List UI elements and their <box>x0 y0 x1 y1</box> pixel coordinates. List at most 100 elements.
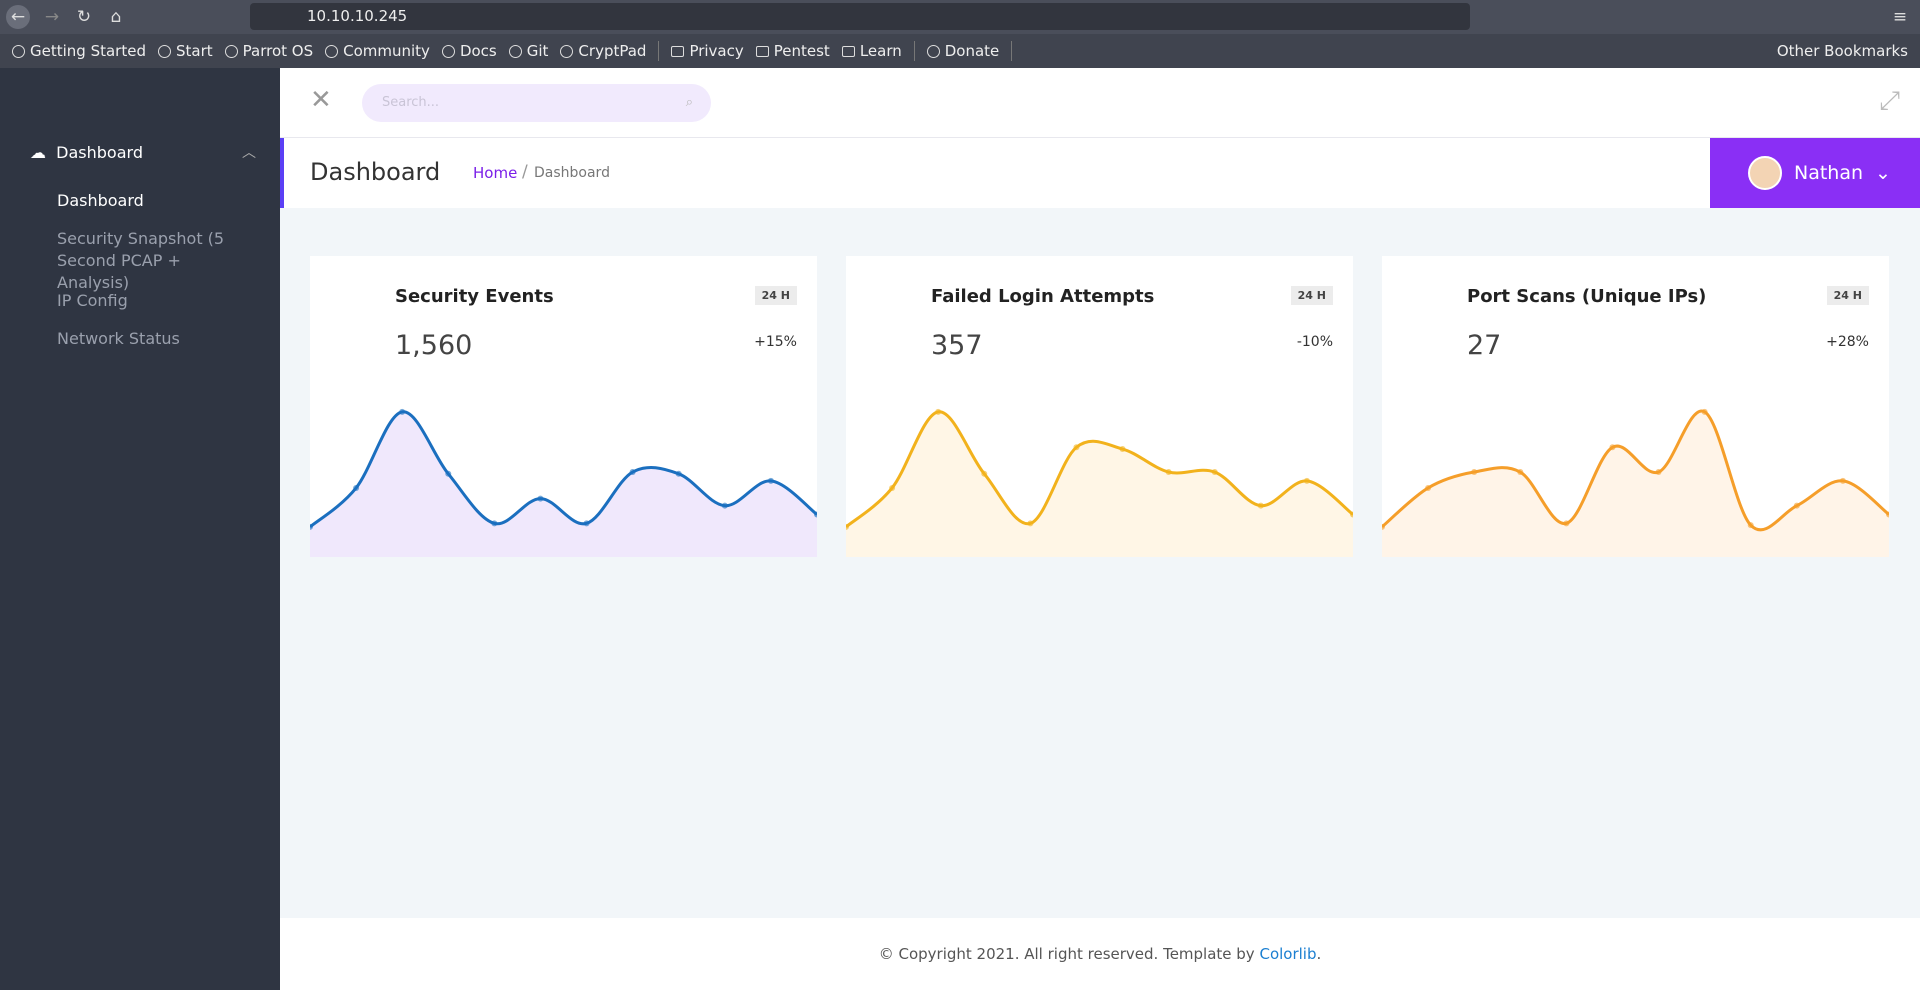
bookmark[interactable]: Getting Started <box>12 42 146 60</box>
bookmark-label: Privacy <box>689 42 744 60</box>
collapse-icon[interactable]: ︿ <box>242 145 256 161</box>
separator <box>913 41 915 61</box>
sidebar-section[interactable]: ☁ Dashboard <box>30 143 143 162</box>
card-title: Port Scans (Unique IPs) <box>1467 286 1707 307</box>
accent-bar <box>280 138 284 208</box>
browser-toolbar: ← → ↻ ⌂ 10.10.10.245 ≡ <box>0 0 1920 34</box>
card-change: +15% <box>754 334 797 350</box>
point <box>399 408 406 415</box>
url-bar[interactable]: 10.10.10.245 <box>250 3 1470 30</box>
fullscreen-icon[interactable]: ⤢ <box>1879 86 1900 116</box>
point <box>889 484 896 491</box>
avatar <box>1748 156 1782 190</box>
bookmark-label: Learn <box>859 42 902 60</box>
sidebar-item[interactable]: Network Status <box>57 329 180 348</box>
sparkline <box>310 408 817 557</box>
point <box>1563 520 1570 527</box>
card-value: 27 <box>1467 330 1502 361</box>
bookmark-icon <box>671 45 685 57</box>
point <box>583 520 590 527</box>
user-menu[interactable]: Nathan ⌄ <box>1710 138 1920 208</box>
point <box>1471 469 1478 476</box>
point <box>1701 408 1708 415</box>
separator <box>1011 41 1013 61</box>
point <box>935 408 942 415</box>
sidebar-item[interactable]: IP Config <box>57 291 128 310</box>
point <box>1886 511 1889 518</box>
breadcrumb-current: Dashboard <box>534 165 610 181</box>
section-label: Dashboard <box>56 143 143 162</box>
bookmark-icon <box>157 44 171 58</box>
bookmark[interactable]: Learn <box>841 42 902 60</box>
forward-button[interactable]: → <box>44 7 60 27</box>
sidebar: ☁ Dashboard ︿ Dashboard Security Snapshot… <box>0 68 280 990</box>
separator <box>658 41 660 61</box>
point <box>1517 469 1524 476</box>
point <box>1609 444 1616 451</box>
footer-link[interactable]: Colorlib <box>1259 945 1317 963</box>
bookmark[interactable]: Privacy <box>671 42 744 60</box>
point <box>1350 511 1353 518</box>
area <box>1382 411 1889 557</box>
search-box[interactable]: Search... ⌕ <box>362 84 711 122</box>
bookmark-label: Parrot OS <box>242 42 314 60</box>
bookmark-icon <box>441 44 455 58</box>
point <box>491 520 498 527</box>
topbar: ✕ Search... ⌕ ⤢ <box>280 68 1920 138</box>
bookmark[interactable]: Docs <box>441 42 497 60</box>
card-value: 357 <box>931 330 983 361</box>
point <box>1793 502 1800 509</box>
close-icon[interactable]: ✕ <box>310 85 332 115</box>
bookmark-label: Community <box>343 42 430 60</box>
point <box>721 502 728 509</box>
sidebar-item[interactable]: Security Snapshot (5 Second PCAP + Analy… <box>57 229 225 292</box>
point <box>1257 502 1264 509</box>
bookmark-icon <box>224 44 238 58</box>
menu-button[interactable]: ≡ <box>1892 7 1908 27</box>
point <box>1073 444 1080 451</box>
point <box>537 495 544 502</box>
point <box>1839 477 1846 484</box>
bookmark[interactable]: Community <box>325 42 430 60</box>
page-title: Dashboard <box>310 158 441 186</box>
breadcrumb-sep: / <box>522 162 528 182</box>
bookmark-label: Donate <box>944 42 1000 60</box>
stat-card: Port Scans (Unique IPs) 24 H 27 +28% <box>1382 256 1889 557</box>
card-value: 1,560 <box>395 330 473 361</box>
point <box>1119 446 1126 453</box>
bookmark-label: Getting Started <box>30 42 146 60</box>
bookmark[interactable]: Parrot OS <box>224 42 314 60</box>
point <box>629 469 636 476</box>
stat-card: Security Events 24 H 1,560 +15% <box>310 256 817 557</box>
stat-card: Failed Login Attempts 24 H 357 -10% <box>846 256 1353 557</box>
footer-text: © Copyright 2021. All right reserved. Te… <box>878 945 1255 963</box>
reload-button[interactable]: ↻ <box>76 7 92 27</box>
home-button[interactable]: ⌂ <box>110 7 122 27</box>
bookmark-icon <box>508 44 522 58</box>
chevron: ⌄ <box>1875 162 1891 184</box>
point <box>1655 469 1662 476</box>
other-bookmarks[interactable]: Other Bookmarks <box>1776 42 1908 60</box>
point <box>846 523 849 530</box>
bookmark[interactable]: Start <box>157 42 213 60</box>
back-button[interactable]: ← <box>6 5 30 29</box>
bookmark-icon <box>560 44 574 58</box>
card-badge: 24 H <box>1826 286 1869 305</box>
point <box>675 470 682 477</box>
sparkline <box>1382 408 1889 557</box>
page-header: Dashboard Home / Dashboard Nathan ⌄ <box>280 138 1920 208</box>
bookmarks-bar: Getting Started Start Parrot OS Community Do… <box>0 34 1920 68</box>
bookmark[interactable]: Pentest <box>755 42 830 60</box>
bookmark-label: Start <box>175 42 213 60</box>
bookmark[interactable]: CryptPad <box>560 42 646 60</box>
bookmark[interactable]: Git <box>508 42 548 60</box>
breadcrumb-home[interactable]: Home <box>473 164 518 182</box>
sidebar-item[interactable]: Dashboard <box>57 191 144 210</box>
search-icon: ⌕ <box>685 95 693 110</box>
card-change: -10% <box>1296 334 1333 350</box>
bookmark[interactable]: Donate <box>926 42 1000 60</box>
bookmark-icon <box>12 44 25 58</box>
search-placeholder: Search... <box>382 95 440 110</box>
point <box>1303 477 1310 484</box>
